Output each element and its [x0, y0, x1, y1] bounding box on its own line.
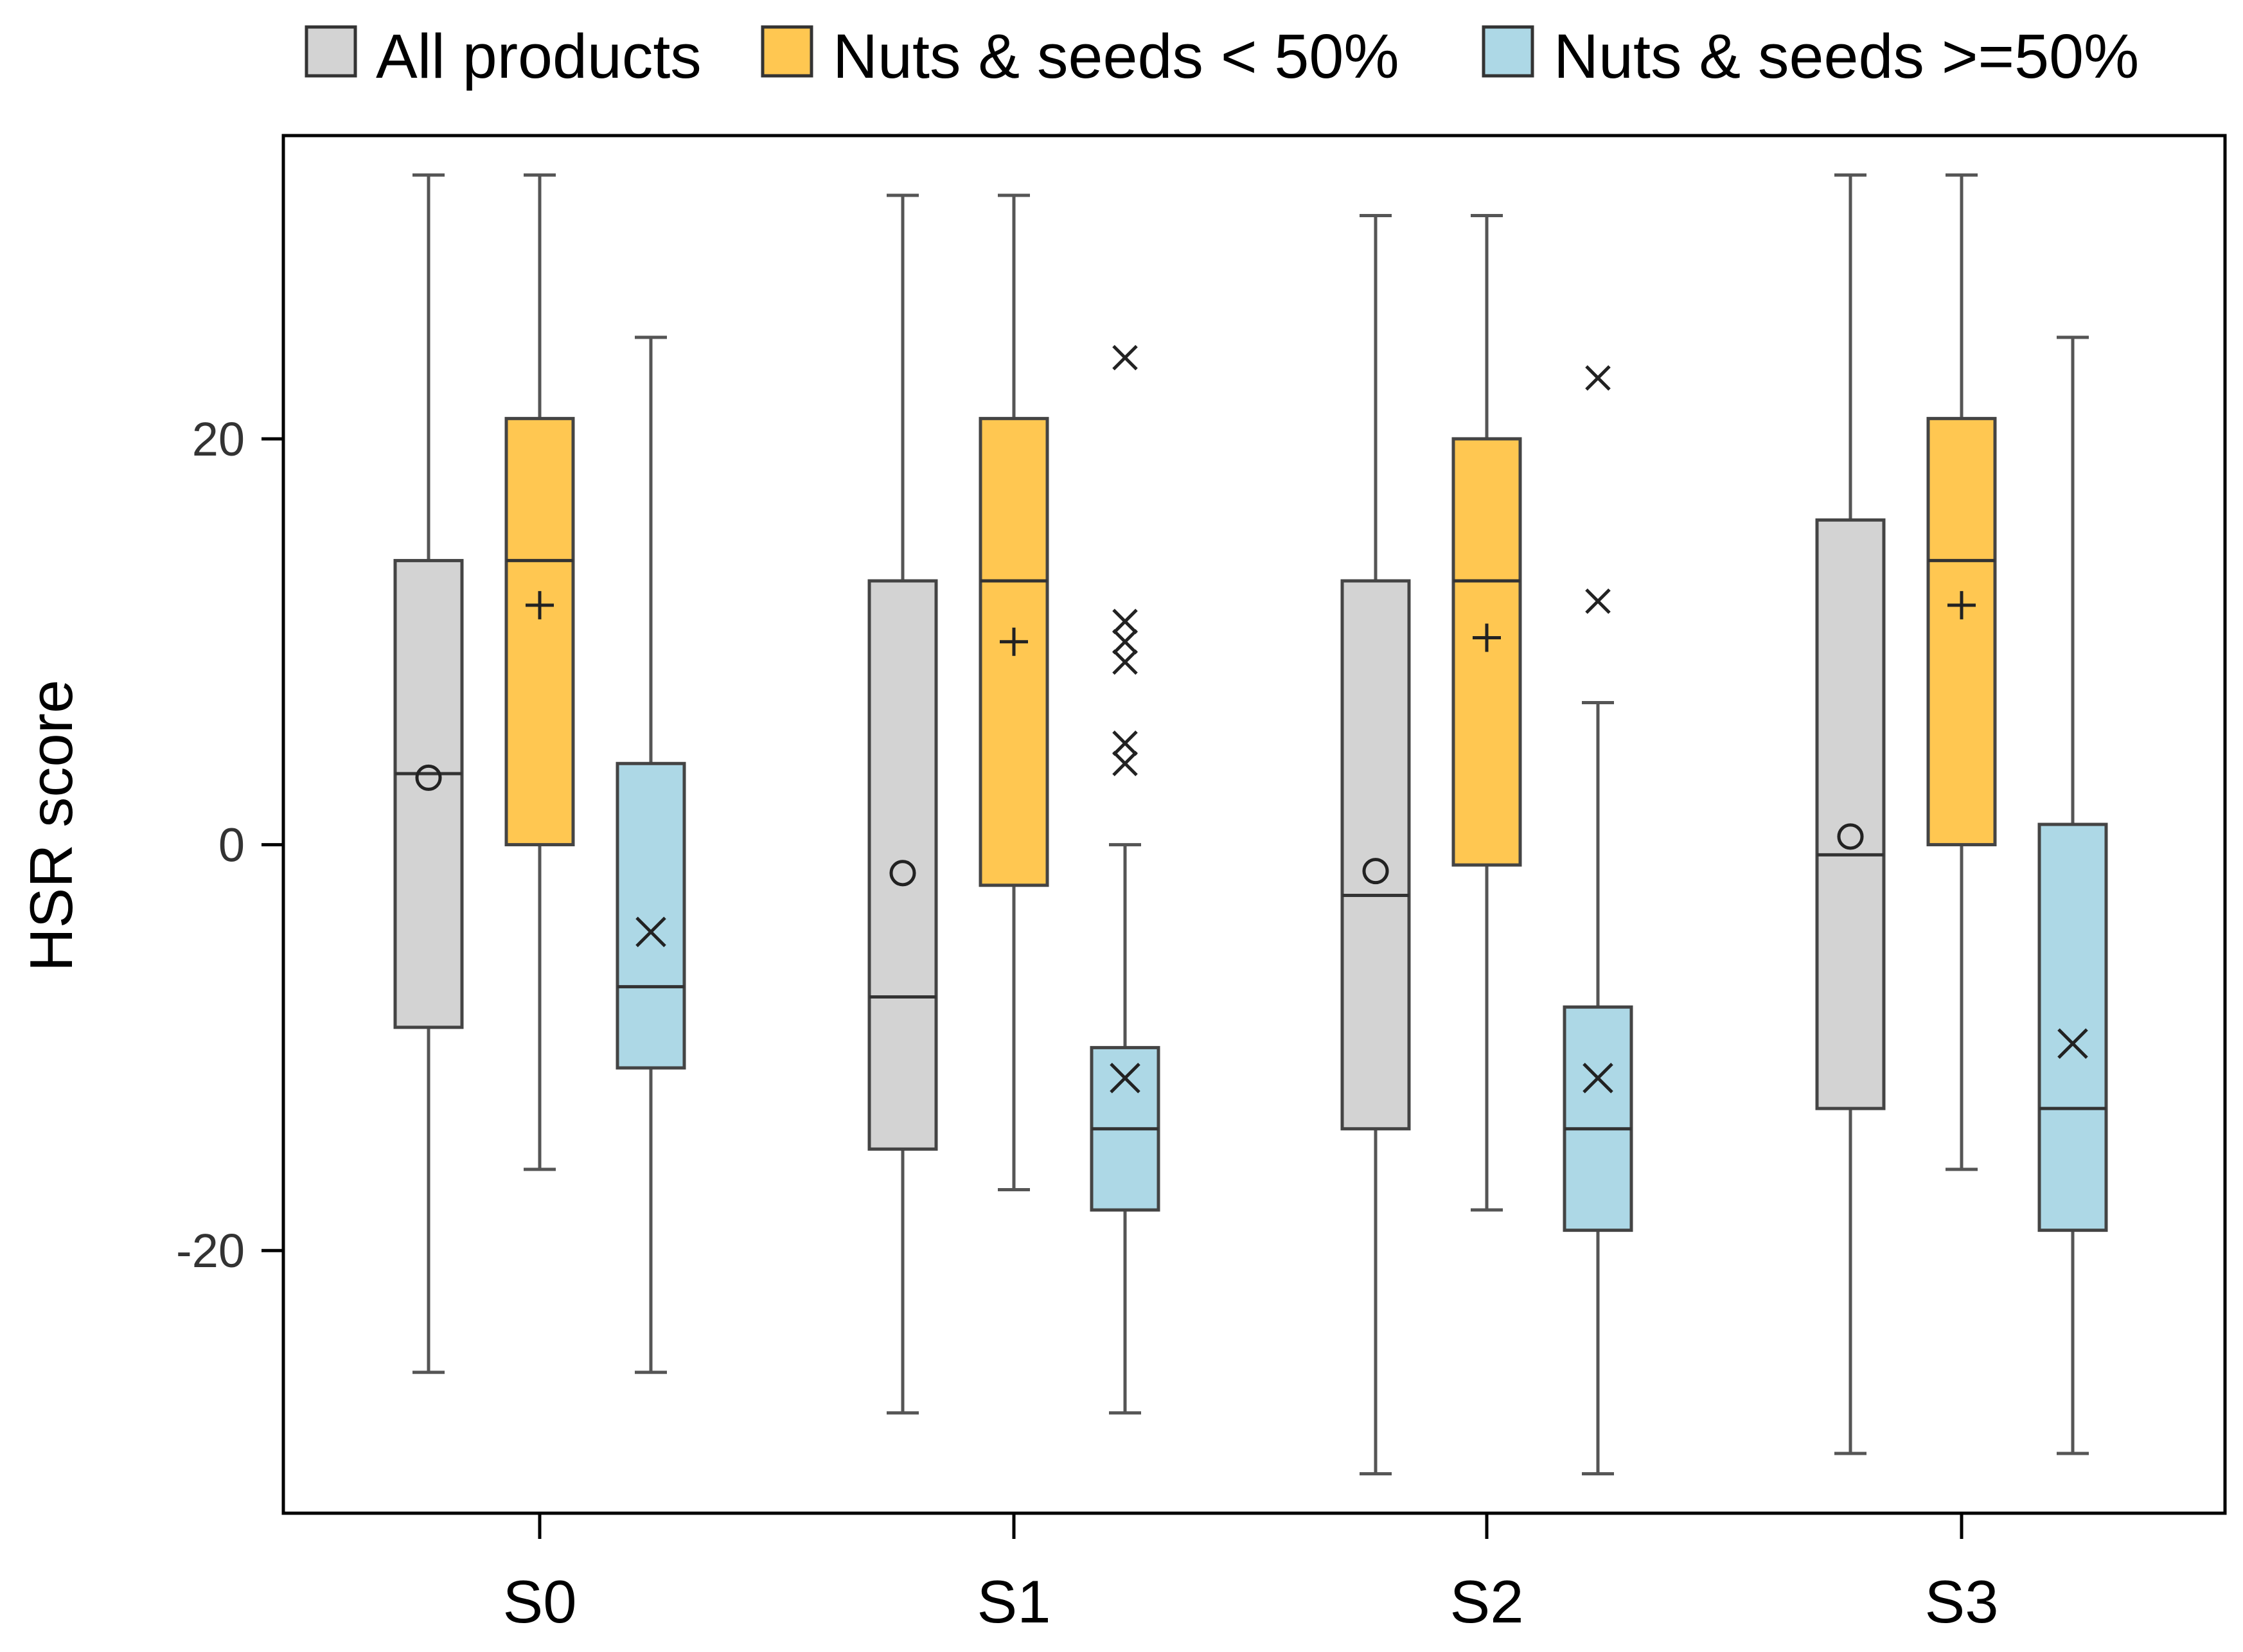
- box-all-products-s2-mean-marker-shape: [1362, 858, 1389, 885]
- legend-label-nuts-over-50: Nuts & seeds >=50%: [1554, 21, 2139, 91]
- box-nuts-seeds-50-s1-mean-marker: [1000, 627, 1028, 656]
- box-all-products-s1: [867, 193, 938, 1415]
- box-nuts-seeds-50-s0-mean-marker: [526, 591, 554, 619]
- box-nuts-seeds-50-s2-mean-marker: [1473, 623, 1501, 652]
- plot-area: [393, 173, 2108, 1476]
- series-nuts-seeds-50: [616, 335, 2108, 1476]
- box-all-products-s1-iqr: [867, 579, 938, 1151]
- box-all-products-s3-iqr: [1815, 518, 1886, 1110]
- box-nuts-seeds-50-s1-outlier-1-b: [1112, 608, 1138, 634]
- box-nuts-seeds-50-s1-outlier-4: [1112, 730, 1138, 756]
- box-nuts-seeds-50-s2-outlier-1-b: [1585, 588, 1611, 614]
- box-all-products-s1-mean-marker-shape: [889, 860, 916, 887]
- box-nuts-seeds-50-s3-mean-marker: [1947, 591, 1976, 619]
- box-nuts-seeds-50-s2-mean-marker-b: [1583, 1063, 1613, 1094]
- box-nuts-seeds-50-s2-outlier-1: [1585, 588, 1611, 614]
- box-nuts-seeds-50-s3-iqr: [1926, 416, 1997, 847]
- box-nuts-seeds-50-s2: [1451, 214, 1522, 1212]
- x-tick-label-s2: S2: [1450, 1568, 1524, 1635]
- box-all-products-s2: [1340, 214, 1411, 1476]
- box-nuts-seeds-50-s1-outlier-5: [1112, 751, 1138, 777]
- box-nuts-seeds-50-s2: [1563, 365, 1633, 1476]
- box-nuts-seeds-50-s2-iqr: [1451, 437, 1522, 867]
- box-nuts-seeds-50-s1-outlier-3-b: [1112, 649, 1138, 675]
- box-all-products-s0: [393, 173, 464, 1374]
- box-nuts-seeds-50-s0: [616, 335, 686, 1374]
- box-nuts-seeds-50-s1-outlier-0-b: [1112, 344, 1138, 371]
- box-nuts-seeds-50-s3: [1926, 173, 1997, 1171]
- box-all-products-s0-mean-marker: [415, 764, 442, 791]
- box-nuts-seeds-50-s3-mean-marker-b: [2057, 1028, 2088, 1059]
- box-all-products-s3-mean-marker-shape: [1837, 823, 1864, 850]
- x-tick-label-s1: S1: [977, 1568, 1051, 1635]
- box-nuts-seeds-50-s0-iqr: [616, 761, 686, 1070]
- box-nuts-seeds-50-s1-outlier-1: [1112, 608, 1138, 634]
- legend-label-nuts-under-50: Nuts & seeds < 50%: [833, 21, 1399, 91]
- box-nuts-seeds-50-s3: [2037, 335, 2108, 1455]
- box-nuts-seeds-50-s1-outlier-4-b: [1112, 730, 1138, 756]
- box-nuts-seeds-50-s1-mean-marker-b: [1110, 1063, 1140, 1094]
- box-nuts-seeds-50-s1-outlier-2: [1112, 628, 1138, 655]
- box-all-products-s0-iqr: [393, 558, 464, 1029]
- legend-swatch-nuts-under-50: [761, 25, 813, 78]
- box-nuts-seeds-50-s0-iqr: [504, 416, 575, 847]
- x-tick-label-s3: S3: [1925, 1568, 1999, 1635]
- x-tick-label-s0: S0: [503, 1568, 577, 1635]
- box-all-products-s3: [1815, 173, 1886, 1455]
- box-nuts-seeds-50-s1-outlier-0: [1112, 344, 1138, 371]
- box-nuts-seeds-50-s1-outlier-2-b: [1112, 628, 1138, 655]
- box-nuts-seeds-50-s1-outlier-3: [1112, 649, 1138, 675]
- box-nuts-seeds-50-s1-mean-marker: [1110, 1063, 1140, 1094]
- axes: -20 0 20 S0 S1 S2 S3: [176, 413, 1998, 1635]
- box-nuts-seeds-50-s1: [1090, 344, 1160, 1415]
- y-tick-label-2: 20: [192, 413, 245, 466]
- box-nuts-seeds-50-s0-mean-marker: [635, 916, 666, 948]
- y-axis-title: HSR score: [17, 680, 85, 972]
- legend-swatch-all-products: [305, 25, 357, 78]
- series-nuts-seeds-50: [504, 173, 1997, 1212]
- box-all-products-s2-mean-marker: [1362, 858, 1389, 885]
- box-all-products-s3-mean-marker: [1837, 823, 1864, 850]
- legend: All products Nuts & seeds < 50% Nuts & s…: [305, 21, 2139, 91]
- box-nuts-seeds-50-s1: [979, 193, 1049, 1191]
- box-nuts-seeds-50-s2-outlier-0: [1585, 365, 1611, 391]
- box-nuts-seeds-50-s2-iqr: [1563, 1005, 1633, 1232]
- y-tick-label-1: 0: [218, 819, 245, 872]
- box-nuts-seeds-50-s3-iqr: [2037, 822, 2108, 1232]
- box-all-products-s0-mean-marker-shape: [415, 764, 442, 791]
- box-all-products-s1-mean-marker: [889, 860, 916, 887]
- box-nuts-seeds-50-s2-mean-marker: [1583, 1063, 1613, 1094]
- series-all-products: [393, 173, 1886, 1476]
- box-nuts-seeds-50-s0: [504, 173, 575, 1171]
- legend-swatch-nuts-over-50: [1482, 25, 1534, 78]
- box-all-products-s2-iqr: [1340, 579, 1411, 1131]
- box-nuts-seeds-50-s0-mean-marker-b: [635, 916, 666, 948]
- y-tick-label-0: -20: [176, 1224, 245, 1277]
- box-nuts-seeds-50-s2-outlier-0-b: [1585, 365, 1611, 391]
- plot-frame: [281, 134, 2227, 1515]
- box-nuts-seeds-50-s3-mean-marker: [2057, 1028, 2088, 1059]
- legend-label-all-products: All products: [376, 21, 702, 91]
- box-nuts-seeds-50-s1-outlier-5-b: [1112, 751, 1138, 777]
